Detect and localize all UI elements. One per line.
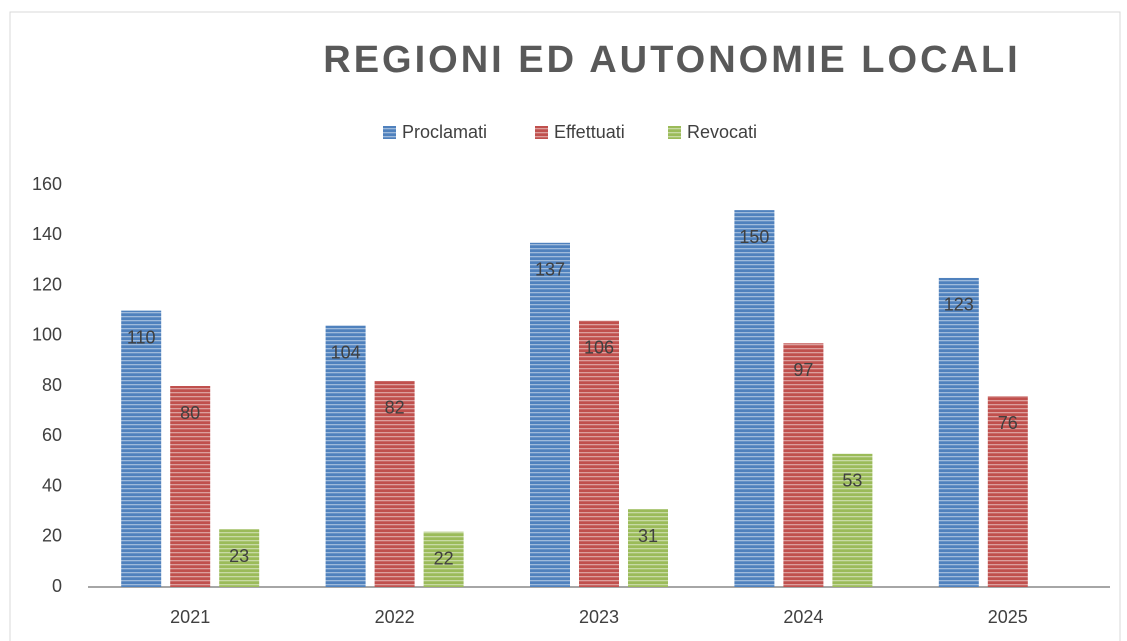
- y-tick-label: 20: [42, 526, 62, 546]
- data-label: 53: [842, 471, 862, 491]
- bar: [734, 210, 775, 587]
- y-tick-label: 160: [32, 174, 62, 194]
- data-label: 110: [127, 327, 156, 347]
- legend-swatch: [383, 126, 396, 139]
- data-label: 82: [385, 398, 405, 418]
- bar: [170, 386, 211, 587]
- legend-label: Revocati: [687, 122, 757, 142]
- data-label: 97: [793, 360, 813, 380]
- x-tick-label: 2021: [170, 607, 210, 627]
- data-label: 104: [331, 342, 361, 362]
- bar: [325, 325, 366, 587]
- data-label: 150: [739, 227, 769, 247]
- bar: [374, 380, 415, 587]
- chart-border: [9, 11, 1121, 641]
- y-tick-label: 60: [42, 425, 62, 445]
- bar: [938, 277, 979, 587]
- y-tick-label: 40: [42, 475, 62, 495]
- data-label: 106: [584, 337, 614, 357]
- bar: [628, 509, 668, 587]
- y-tick-label: 0: [52, 576, 62, 596]
- data-label: 123: [944, 295, 974, 315]
- bar: [832, 453, 873, 587]
- bar: [219, 529, 260, 587]
- bar: [530, 242, 570, 587]
- y-tick-label: 120: [32, 274, 62, 294]
- x-tick-label: 2023: [579, 607, 619, 627]
- y-tick-label: 140: [32, 224, 62, 244]
- x-tick-label: 2024: [783, 607, 823, 627]
- bar: [121, 310, 162, 587]
- data-label: 31: [638, 526, 658, 546]
- bar: [579, 320, 619, 587]
- data-label: 80: [180, 403, 200, 423]
- data-label: 76: [998, 413, 1018, 433]
- legend-label: Proclamati: [402, 122, 487, 142]
- data-label: 23: [229, 546, 249, 566]
- y-tick-label: 80: [42, 375, 62, 395]
- x-tick-label: 2022: [375, 607, 415, 627]
- y-tick-label: 100: [32, 325, 62, 345]
- data-label: 22: [434, 548, 454, 568]
- data-label: 137: [535, 260, 565, 280]
- bar: [783, 343, 824, 587]
- legend-swatch: [668, 126, 681, 139]
- chart-title: REGIONI ED AUTONOMIE LOCALI: [323, 39, 1020, 81]
- legend-label: Effettuati: [554, 122, 625, 142]
- legend-swatch: [535, 126, 548, 139]
- bar: [423, 531, 464, 587]
- x-tick-label: 2025: [988, 607, 1028, 627]
- bar: [987, 396, 1028, 587]
